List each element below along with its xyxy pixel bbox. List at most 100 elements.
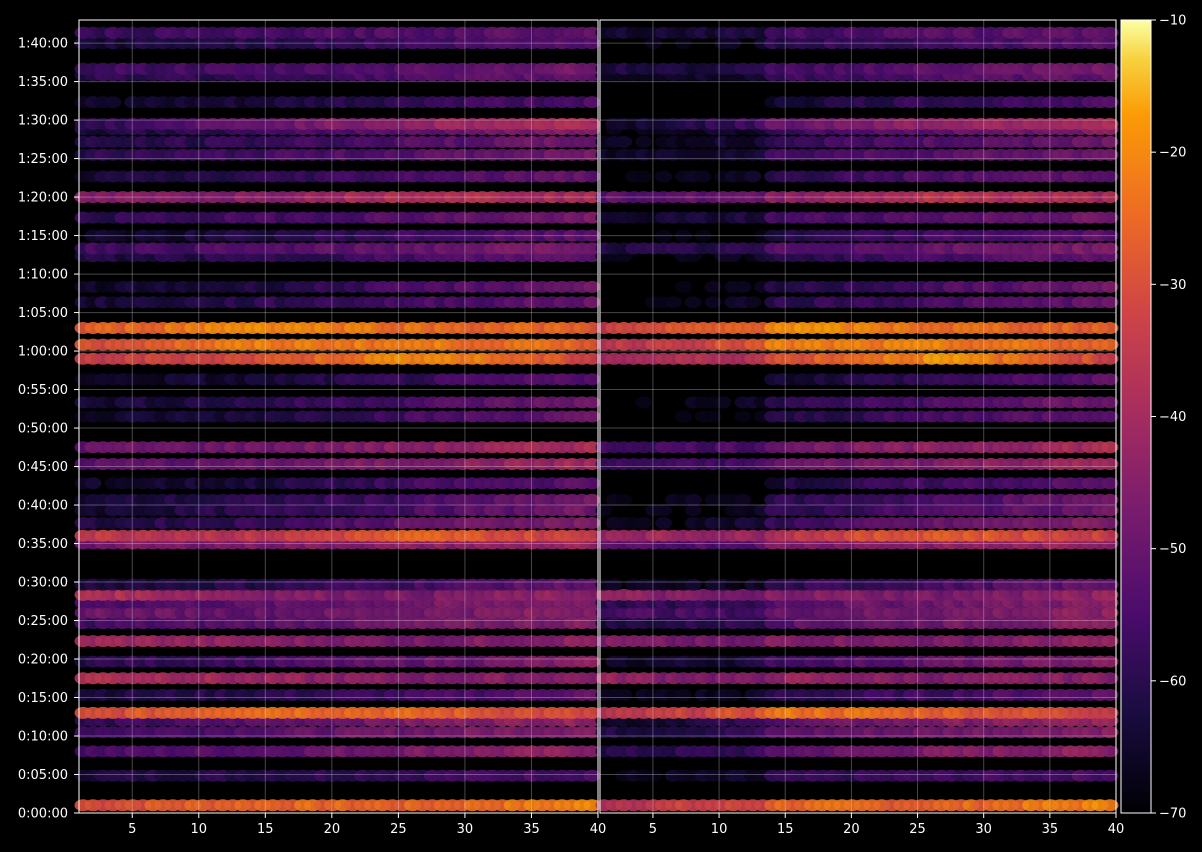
y-tick-label: 0:15:00 <box>18 691 68 706</box>
heat-cell <box>583 726 601 739</box>
heat-cell <box>84 477 102 490</box>
colorbar-tick-label: −70 <box>1159 807 1186 822</box>
x-tick-label: 5 <box>649 822 657 837</box>
heat-cell <box>744 170 762 183</box>
y-tick-label: 1:00:00 <box>18 345 68 360</box>
colorbar-tick-label: −10 <box>1159 14 1186 29</box>
x-tick-label: 35 <box>523 822 540 837</box>
x-tick-label: 35 <box>1042 822 1059 837</box>
x-tick-label: 10 <box>190 822 207 837</box>
heat-cell <box>1101 769 1119 782</box>
heat-cell <box>674 688 692 701</box>
heat-cell <box>635 170 653 183</box>
heat-cell <box>615 135 633 148</box>
heat-cell <box>583 606 601 619</box>
x-tick-label: 25 <box>390 822 407 837</box>
x-tick-label: 15 <box>257 822 274 837</box>
colorbar-gradient <box>1120 19 1152 814</box>
colorbar-tick-label: −50 <box>1159 542 1186 557</box>
y-tick-label: 0:10:00 <box>18 730 68 745</box>
x-tick-label: 25 <box>909 822 926 837</box>
heat-cell <box>1101 672 1119 685</box>
x-tick-label: 30 <box>457 822 474 837</box>
y-tick-label: 1:40:00 <box>18 37 68 52</box>
x-tick-label: 40 <box>590 822 607 837</box>
x-tick-label: 20 <box>843 822 860 837</box>
colorbar-tick-label: −40 <box>1159 410 1186 425</box>
colorbar-tick-label: −20 <box>1159 146 1186 161</box>
heat-cell <box>605 578 623 591</box>
heat-cell <box>1101 688 1119 701</box>
y-tick-label: 1:05:00 <box>18 306 68 321</box>
heat-cell <box>674 410 692 423</box>
y-tick-label: 1:35:00 <box>18 75 68 90</box>
x-axis: 5 10 15 20 25 30 35 40 5 10 15 20 25 30 35 40 <box>128 813 1124 837</box>
heat-cell <box>1101 706 1119 719</box>
heat-cell <box>583 688 601 701</box>
heat-cell <box>684 578 702 591</box>
x-tick-label: 30 <box>975 822 992 837</box>
y-tick-label: 0:35:00 <box>18 537 68 552</box>
heat-cell <box>1101 726 1119 739</box>
heat-cell <box>724 688 742 701</box>
y-tick-label: 0:25:00 <box>18 614 68 629</box>
heat-cell <box>664 296 682 309</box>
heat-cell <box>583 745 601 758</box>
heat-cell <box>684 296 702 309</box>
y-tick-label: 1:20:00 <box>18 191 68 206</box>
colorbar: −10 −20 −30 −40 −50 −60 −70 <box>1120 14 1186 822</box>
heat-cell <box>734 493 752 506</box>
heat-cell <box>583 672 601 685</box>
heat-cell <box>645 769 663 782</box>
heat-cell <box>724 578 742 591</box>
heat-cell <box>635 517 653 529</box>
x-tick-label: 15 <box>777 822 794 837</box>
heat-cell <box>583 617 601 630</box>
y-tick-label: 0:55:00 <box>18 383 68 398</box>
heat-cell <box>583 588 601 601</box>
heat-cell <box>734 280 752 293</box>
y-tick-label: 0:50:00 <box>18 422 68 437</box>
heat-cell <box>734 410 752 423</box>
heat-cell <box>1101 745 1119 758</box>
heat-cell <box>655 504 672 517</box>
heat-cell <box>1101 635 1119 648</box>
heat-cell <box>655 517 672 529</box>
heat-cell <box>583 799 601 812</box>
x-tick-label: 10 <box>711 822 728 837</box>
y-tick-label: 1:25:00 <box>18 152 68 167</box>
heat-cell <box>583 635 601 648</box>
heat-cell <box>104 96 122 109</box>
y-tick-label: 0:05:00 <box>18 768 68 783</box>
heat-cell <box>714 396 732 409</box>
heat-cell <box>615 688 633 701</box>
heat-cell <box>583 706 601 719</box>
heatmap-marks <box>74 26 1119 812</box>
heat-cell <box>635 135 653 148</box>
y-tick-label: 0:00:00 <box>18 807 68 822</box>
y-tick-label: 0:40:00 <box>18 499 68 514</box>
y-axis: 0:00:00 0:05:00 0:10:00 0:15:00 0:20:00 0:25:… <box>18 37 79 822</box>
heat-cell <box>694 170 712 183</box>
colorbar-tick-label: −30 <box>1159 278 1186 293</box>
heat-cell <box>1101 655 1119 668</box>
y-tick-label: 1:15:00 <box>18 229 68 244</box>
y-tick-label: 1:30:00 <box>18 114 68 129</box>
y-tick-label: 1:10:00 <box>18 268 68 283</box>
y-tick-label: 0:30:00 <box>18 576 68 591</box>
heat-cell <box>1101 799 1119 812</box>
heat-cell <box>684 504 702 517</box>
heat-cell <box>615 493 633 506</box>
heat-cell <box>684 493 702 506</box>
heat-cell <box>583 655 601 668</box>
y-tick-label: 0:45:00 <box>18 460 68 475</box>
x-tick-label: 20 <box>324 822 341 837</box>
heat-cell <box>744 296 762 309</box>
heat-cell <box>583 769 601 782</box>
heat-cell <box>1101 617 1119 630</box>
heat-cell <box>1101 606 1119 619</box>
y-tick-label: 0:20:00 <box>18 653 68 668</box>
colorbar-tick-label: −60 <box>1159 674 1186 689</box>
x-tick-label: 5 <box>128 822 136 837</box>
